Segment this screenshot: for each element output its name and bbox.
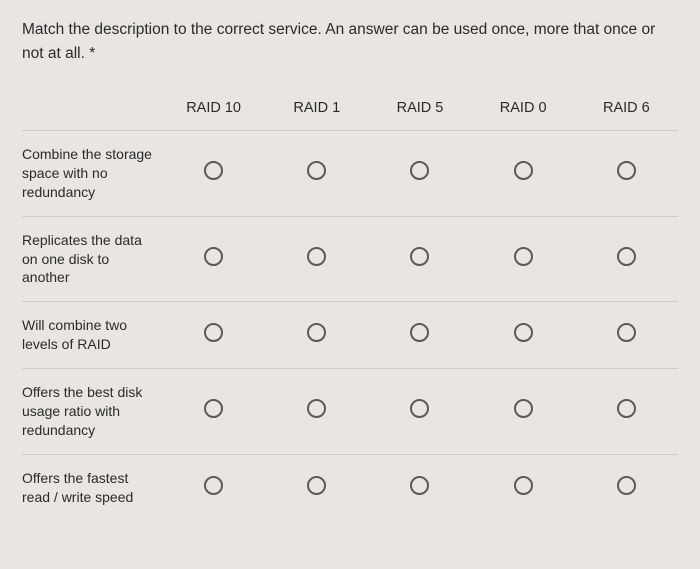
header-row: RAID 10 RAID 1 RAID 5 RAID 0 RAID 6 bbox=[22, 90, 678, 131]
radio-r0-c3[interactable] bbox=[514, 161, 533, 180]
radio-r4-c1[interactable] bbox=[307, 476, 326, 495]
table-row: Combine the storage space with no redund… bbox=[22, 131, 678, 217]
col-header-raid6: RAID 6 bbox=[575, 90, 678, 131]
radio-r4-c0[interactable] bbox=[204, 476, 223, 495]
table-row: Will combine two levels of RAID bbox=[22, 302, 678, 369]
row-label: Offers the best disk usage ratio with re… bbox=[22, 369, 162, 455]
radio-r4-c2[interactable] bbox=[410, 476, 429, 495]
radio-r2-c2[interactable] bbox=[410, 323, 429, 342]
table-row: Offers the fastest read / write speed bbox=[22, 454, 678, 520]
radio-r3-c4[interactable] bbox=[617, 399, 636, 418]
match-grid: RAID 10 RAID 1 RAID 5 RAID 0 RAID 6 Comb… bbox=[22, 90, 678, 521]
radio-r2-c0[interactable] bbox=[204, 323, 223, 342]
radio-r0-c0[interactable] bbox=[204, 161, 223, 180]
radio-r4-c4[interactable] bbox=[617, 476, 636, 495]
radio-r1-c4[interactable] bbox=[617, 247, 636, 266]
radio-r0-c1[interactable] bbox=[307, 161, 326, 180]
radio-r3-c0[interactable] bbox=[204, 399, 223, 418]
radio-r3-c1[interactable] bbox=[307, 399, 326, 418]
row-label: Will combine two levels of RAID bbox=[22, 302, 162, 369]
radio-r0-c4[interactable] bbox=[617, 161, 636, 180]
col-header-raid10: RAID 10 bbox=[162, 90, 265, 131]
col-header-raid1: RAID 1 bbox=[265, 90, 368, 131]
table-row: Replicates the data on one disk to anoth… bbox=[22, 216, 678, 302]
question-text: Match the description to the correct ser… bbox=[22, 18, 678, 66]
radio-r4-c3[interactable] bbox=[514, 476, 533, 495]
header-blank bbox=[22, 90, 162, 131]
table-row: Offers the best disk usage ratio with re… bbox=[22, 369, 678, 455]
radio-r2-c3[interactable] bbox=[514, 323, 533, 342]
radio-r2-c4[interactable] bbox=[617, 323, 636, 342]
radio-r1-c1[interactable] bbox=[307, 247, 326, 266]
radio-r2-c1[interactable] bbox=[307, 323, 326, 342]
radio-r3-c2[interactable] bbox=[410, 399, 429, 418]
row-label: Combine the storage space with no redund… bbox=[22, 131, 162, 217]
quiz-container: Match the description to the correct ser… bbox=[0, 0, 700, 521]
col-header-raid0: RAID 0 bbox=[472, 90, 575, 131]
radio-r0-c2[interactable] bbox=[410, 161, 429, 180]
radio-r1-c3[interactable] bbox=[514, 247, 533, 266]
row-label: Replicates the data on one disk to anoth… bbox=[22, 216, 162, 302]
col-header-raid5: RAID 5 bbox=[368, 90, 471, 131]
radio-r1-c0[interactable] bbox=[204, 247, 223, 266]
radio-r1-c2[interactable] bbox=[410, 247, 429, 266]
row-label: Offers the fastest read / write speed bbox=[22, 454, 162, 520]
radio-r3-c3[interactable] bbox=[514, 399, 533, 418]
